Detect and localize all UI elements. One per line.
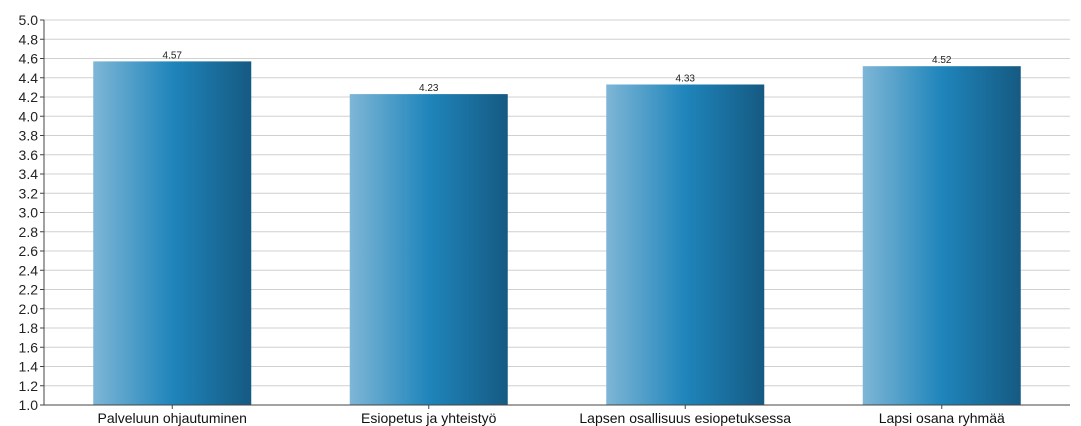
y-tick-label: 4.8 <box>19 31 39 47</box>
y-tick-label: 2.4 <box>19 262 39 278</box>
y-tick-label: 5.0 <box>19 12 39 28</box>
y-tick-label: 4.4 <box>19 70 39 86</box>
y-tick-label: 3.4 <box>19 166 39 182</box>
x-category-label: Palveluun ohjautuminen <box>98 410 247 426</box>
x-category-label: Esiopetus ja yhteistyö <box>361 410 497 426</box>
bar-value-label: 4.52 <box>932 55 952 66</box>
bar <box>606 84 765 406</box>
y-tick-label: 1.6 <box>19 339 39 355</box>
category-labels: Palveluun ohjautuminen Esiopetus ja yhtei… <box>98 405 1005 426</box>
y-tick-label: 3.0 <box>19 205 39 221</box>
bar <box>93 61 252 405</box>
y-tick-label: 2.6 <box>19 243 39 259</box>
y-tick-label: 1.0 <box>19 397 39 413</box>
bar <box>349 94 508 406</box>
axes <box>43 20 1070 406</box>
x-category-label: Lapsen osallisuus esiopetuksessa <box>579 410 791 426</box>
y-tick-label: 2.2 <box>19 282 39 298</box>
y-tick-label: 3.6 <box>19 147 39 163</box>
y-tick-label: 1.2 <box>19 378 39 394</box>
y-tick-label: 4.6 <box>19 51 39 67</box>
bar <box>862 66 1021 405</box>
y-axis-ticks: 1.0 1.2 1.4 1.6 1.8 2.0 2.2 2.4 2.6 2.8 3.0 3.2 3.4 3… <box>19 12 44 413</box>
y-tick-label: 1.4 <box>19 359 39 375</box>
y-tick-label: 2.8 <box>19 224 39 240</box>
y-tick-label: 4.0 <box>19 108 39 124</box>
y-tick-label: 3.2 <box>19 185 39 201</box>
y-tick-label: 4.2 <box>19 89 39 105</box>
bar-value-label: 4.57 <box>163 50 183 61</box>
y-tick-label: 2.0 <box>19 301 39 317</box>
bar-value-label: 4.23 <box>419 83 439 94</box>
bars: 4.57 4.23 4.33 4.52 <box>93 50 1021 406</box>
y-tick-label: 3.8 <box>19 128 39 144</box>
bar-value-label: 4.33 <box>676 73 696 84</box>
x-category-label: Lapsi osana ryhmää <box>879 410 1005 426</box>
y-tick-label: 1.8 <box>19 320 39 336</box>
